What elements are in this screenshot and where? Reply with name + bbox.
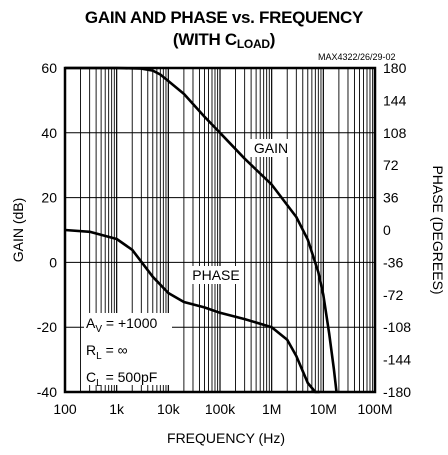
title-line2-subscript: LOAD [236, 37, 270, 51]
x-tick-label: 100k [205, 401, 236, 417]
chart-title-line1: GAIN AND PHASE vs. FREQUENCY [84, 8, 364, 27]
y-tick-label-right: 72 [383, 157, 399, 173]
chart-title-line2: (WITH CLOAD) [0, 30, 448, 51]
x-tick-label: 1M [262, 401, 281, 417]
part-code: MAX4322/26/29-02 [318, 52, 396, 62]
y-tick-label-left: -20 [37, 319, 57, 335]
conditions-box: AV = +1000 RL = ∞ CL = 500pF [84, 313, 172, 388]
series-label-gain: GAIN [254, 140, 288, 156]
condition-load-resistance: RL = ∞ [86, 341, 128, 362]
condition-gain: AV = +1000 [86, 315, 158, 335]
y-tick-label-right: 180 [383, 60, 407, 76]
y-tick-label-right: -108 [383, 319, 411, 335]
tick-layer: 100 1k 10k 100k 1M 10M 100M -40 -20 0 20 40 60 -180 -1… [37, 60, 411, 417]
title-line2-suffix: ) [269, 30, 276, 49]
condition-load-capacitance: CL = 500pF [86, 368, 158, 389]
y-tick-label-right: 0 [383, 222, 391, 238]
y-tick-label-right: 36 [383, 190, 399, 206]
y-tick-label-left: 60 [41, 60, 57, 76]
series-line-gain [65, 66, 338, 393]
x-tick-label: 10k [157, 401, 181, 417]
y-tick-label-left: 0 [49, 254, 57, 270]
y-axis-title-left: GAIN (dB) [10, 198, 26, 263]
x-tick-label: 100M [357, 401, 392, 417]
y-tick-label-right: 144 [383, 92, 407, 108]
x-axis-title: FREQUENCY (Hz) [167, 430, 285, 446]
series-label-phase: PHASE [192, 267, 239, 283]
y-tick-label-left: -40 [37, 384, 57, 400]
y-axis-title-right: PHASE (DEGREES) [430, 165, 446, 294]
x-tick-label: 100 [53, 401, 77, 417]
y-tick-label-left: 20 [41, 190, 57, 206]
y-tick-label-right: -72 [383, 287, 403, 303]
x-tick-label: 1k [109, 401, 125, 417]
y-tick-label-right: -144 [383, 352, 411, 368]
phase-label-background [192, 266, 240, 284]
y-tick-label-right: -180 [383, 384, 411, 400]
series-line-phase [64, 228, 320, 394]
x-tick-label: 10M [310, 401, 337, 417]
y-tick-label-right: 108 [383, 125, 407, 141]
title-line2-prefix: (WITH C [172, 30, 237, 49]
gain-label-background [247, 139, 295, 157]
y-tick-label-left: 40 [41, 125, 57, 141]
plot-frame [63, 66, 377, 394]
curve-layer [64, 66, 338, 394]
y-tick-label-right: -36 [383, 254, 403, 270]
